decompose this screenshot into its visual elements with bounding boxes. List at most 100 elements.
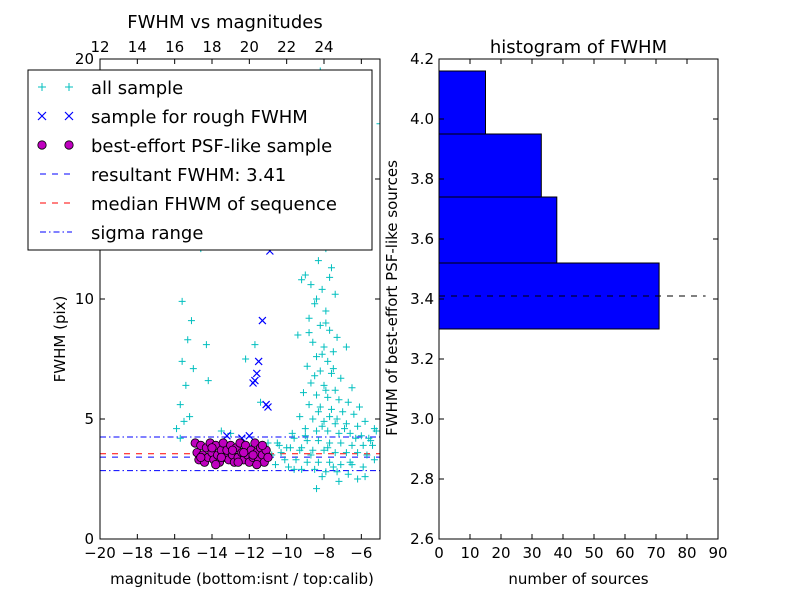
all-sample-point [352,434,360,442]
top-x-tick-label: 12 [90,38,109,56]
hist-x-tick-label: 30 [522,544,541,562]
all-sample-point [314,437,322,445]
all-sample-point [314,458,322,466]
all-sample-point [178,297,186,305]
histogram-bar [438,196,558,264]
all-sample-point [370,425,378,433]
x-tick-label: −8 [313,544,335,562]
all-sample-point [329,463,337,471]
all-sample-point [361,417,369,425]
all-sample-point [326,326,334,334]
all-sample-point [309,415,317,423]
all-sample-point [285,463,293,471]
all-sample-point [180,417,188,425]
legend-marker-x [64,111,74,121]
all-sample-point [257,398,265,406]
all-sample-point [335,429,343,437]
x-axis-label: magnitude (bottom:isnt / top:calib) [110,570,374,588]
top-x-tick-label: 22 [277,38,296,56]
hist-x-tick-label: 10 [460,544,479,562]
legend-label: sample for rough FWHM [91,107,308,128]
all-sample-point [313,427,321,435]
all-sample-point [324,393,332,401]
all-sample-point [327,369,335,377]
psf-like-point [257,440,267,450]
histogram-bar [438,70,486,135]
all-sample-point [298,276,306,284]
top-x-tick-label: 16 [165,38,184,56]
hist-y-tick-label: 3.0 [410,410,434,428]
all-sample-point [342,343,350,351]
all-sample-point [363,451,371,459]
all-sample-point [318,350,326,358]
all-sample-point [322,386,330,394]
hist-y-tick-label: 3.2 [410,350,434,368]
legend-marker-circle [64,140,74,150]
scatter-panel: −20 −18 −16 −14 −12 −10 −8 −6 12 14 16 18 20 22 24 0 5 10… [27,12,381,588]
all-sample-point [281,456,289,464]
legend-label: all sample [91,78,183,99]
all-sample-point [348,384,356,392]
legend-item: sample for rough FWHM [37,107,308,128]
all-sample-point [326,413,334,421]
all-sample-point [307,451,315,459]
all-sample-point [305,401,313,409]
top-x-tick-label: 24 [314,38,333,56]
all-sample-point [344,398,352,406]
all-sample-point [333,333,341,341]
legend-label: best-effort PSF-like sample [91,136,332,157]
legend-marker-circle [37,140,47,150]
all-sample-point [322,319,330,327]
all-sample-point [277,449,285,457]
all-sample-point [184,336,192,344]
all-sample-point [324,444,332,452]
all-sample-point [318,422,326,430]
all-sample-point [309,446,317,454]
all-sample-point [305,329,313,337]
all-sample-point [298,465,306,473]
all-sample-point [290,434,298,442]
all-sample-point [303,437,311,445]
all-sample-point [275,441,283,449]
rough-fwhm-point [252,369,261,378]
all-sample-point [299,389,307,397]
hist-x-tick-label: 50 [584,544,603,562]
all-sample-point [294,331,302,339]
all-sample-point [318,473,326,481]
psf-like-point [211,459,221,470]
all-sample-point [354,422,362,430]
y-tick-label: 10 [75,290,94,308]
hist-x-tick-label: 0 [434,544,444,562]
all-sample-point [350,410,358,418]
legend-marker-plus [38,83,46,91]
all-sample-point [217,427,225,435]
all-sample-point [307,379,315,387]
all-sample-point [303,458,311,466]
all-sample-point [331,449,339,457]
all-sample-point [298,444,306,452]
all-sample-point [359,441,367,449]
all-sample-point [204,377,212,385]
all-sample-point [303,362,311,370]
psf-like-point [196,452,206,462]
all-sample-point [346,429,354,437]
all-sample-point [361,473,369,481]
all-sample-point [339,408,347,416]
all-sample-point [320,446,328,454]
hist-x-tick-label: 40 [553,544,572,562]
all-sample-point [331,386,339,394]
all-sample-point [313,295,321,303]
all-sample-point [335,477,343,485]
all-sample-point [324,357,332,365]
psf-like-point [252,459,262,470]
all-sample-point [331,420,339,428]
all-sample-point [251,341,259,349]
legend: all sample sample for rough FWHM best-effo… [27,69,373,251]
all-sample-point [331,290,339,298]
rough-fwhm-point [245,431,254,440]
psf-like-point [263,452,273,462]
hist-x-tick-label: 20 [491,544,510,562]
legend-label: median FHWM of sequence [91,194,337,215]
all-sample-point [187,317,195,325]
